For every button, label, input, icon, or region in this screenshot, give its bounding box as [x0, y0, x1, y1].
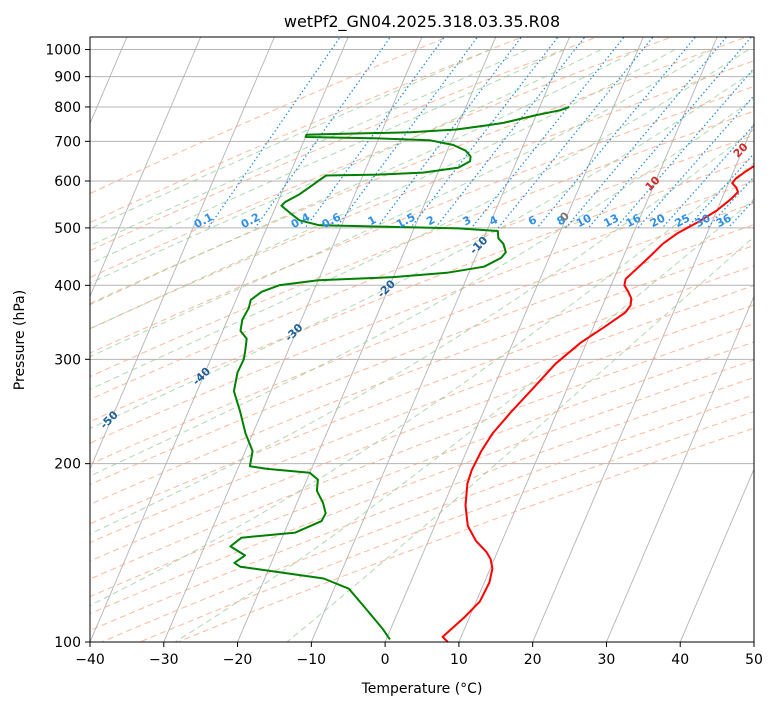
y-tick-label: 1000	[45, 43, 81, 59]
moist-adiabat	[90, 70, 754, 430]
dry-adiabat	[90, 37, 599, 252]
y-tick-label: 700	[54, 134, 81, 150]
mixing-ratio-line	[376, 37, 523, 229]
mixing-ratio-line	[565, 37, 728, 229]
dry-adiabat	[90, 244, 754, 505]
dry-adiabat	[90, 157, 754, 423]
x-tick-label: 50	[745, 652, 763, 668]
dry-adiabat	[90, 304, 754, 562]
isotherm-line	[532, 122, 754, 642]
dry-adiabat	[90, 202, 754, 465]
mixing-ratio-line	[410, 37, 559, 229]
mixing-ratio-line	[637, 94, 754, 229]
isotherm-line	[310, 37, 571, 642]
isotherm-line	[384, 37, 644, 642]
moist-adiabat	[90, 49, 639, 306]
moist-adiabat	[90, 49, 749, 390]
y-tick-label: 200	[54, 457, 81, 473]
mixing-ratio-label: 30	[693, 211, 713, 230]
mixing-ratio-line	[471, 37, 625, 229]
mixing-ratio-line	[207, 37, 341, 229]
mixing-ratio-label: 13	[601, 211, 621, 230]
dry-adiabat	[90, 37, 449, 195]
temperature-line	[441, 164, 754, 642]
x-tick-label: 30	[598, 652, 616, 668]
moist-adiabat	[90, 49, 565, 265]
dry-adiabat	[90, 359, 754, 615]
dry-adiabat	[90, 37, 524, 224]
mixing-ratio-label: 20	[648, 211, 668, 230]
y-tick-label: 800	[54, 100, 81, 116]
dry-adiabat	[90, 265, 754, 525]
chart-title: wetPf2_GN04.2025.318.03.35.R08	[284, 12, 560, 32]
mixing-ratio-line	[304, 37, 446, 229]
isotherm-line	[679, 467, 754, 642]
x-tick-label: 10	[450, 652, 468, 668]
dry-adiabat	[100, 394, 754, 642]
isotherm-line	[90, 37, 275, 471]
isotherm-line	[605, 295, 754, 642]
x-tick-label: 40	[671, 652, 689, 668]
mixing-ratio-label: 36	[714, 211, 734, 230]
mixing-ratio-label: 10	[574, 211, 594, 230]
x-tick-label: 0	[381, 652, 390, 668]
x-tick-label: −10	[297, 652, 327, 668]
dry-adiabat	[90, 37, 674, 279]
y-tick-label: 600	[54, 174, 81, 190]
mixing-ratio-line	[588, 37, 753, 229]
y-tick-label: 500	[54, 221, 81, 237]
x-axis-label: Temperature (°C)	[361, 681, 483, 697]
mixing-ratio-label: 25	[673, 211, 693, 230]
y-tick-label: 300	[54, 352, 81, 368]
plot-frame	[89, 36, 755, 643]
moist-adiabat	[90, 49, 713, 358]
plot-area: 0.10.20.40.611.52346810131620253036-100-…	[90, 37, 754, 642]
moist-adiabat	[90, 49, 528, 247]
mixing-ratio-line	[707, 176, 754, 229]
isotherm-line	[90, 37, 202, 298]
moist-adiabat	[90, 49, 676, 330]
dewpoint-line	[229, 106, 570, 640]
dry-adiabat	[90, 60, 754, 330]
y-axis-label: Pressure (hPa)	[12, 290, 28, 390]
mixing-ratio-line	[434, 37, 586, 229]
moist-adiabat	[174, 198, 754, 642]
dry-adiabat	[90, 37, 748, 305]
isotherm-line	[237, 37, 497, 642]
dry-adiabat	[90, 323, 754, 580]
dry-adiabat	[90, 180, 754, 444]
x-tick-label: 20	[524, 652, 542, 668]
y-tick-label: 400	[54, 278, 81, 294]
axes: −40 −30 −20 −10 0 10 20 30 40 50 1000 900 800 700 600 5…	[45, 43, 763, 668]
x-tick-label: −30	[149, 652, 179, 668]
mixing-ratio-label: 16	[624, 211, 644, 230]
y-tick-label: 900	[54, 70, 81, 86]
moist-adiabat	[90, 49, 491, 230]
y-tick-label: 100	[54, 635, 81, 651]
x-tick-label: −20	[223, 652, 253, 668]
x-tick-label: −40	[75, 652, 105, 668]
moist-adiabat	[286, 236, 754, 642]
isotherm-line	[458, 37, 718, 642]
isotherm-line	[90, 37, 349, 642]
mixing-ratio-line	[254, 37, 392, 229]
